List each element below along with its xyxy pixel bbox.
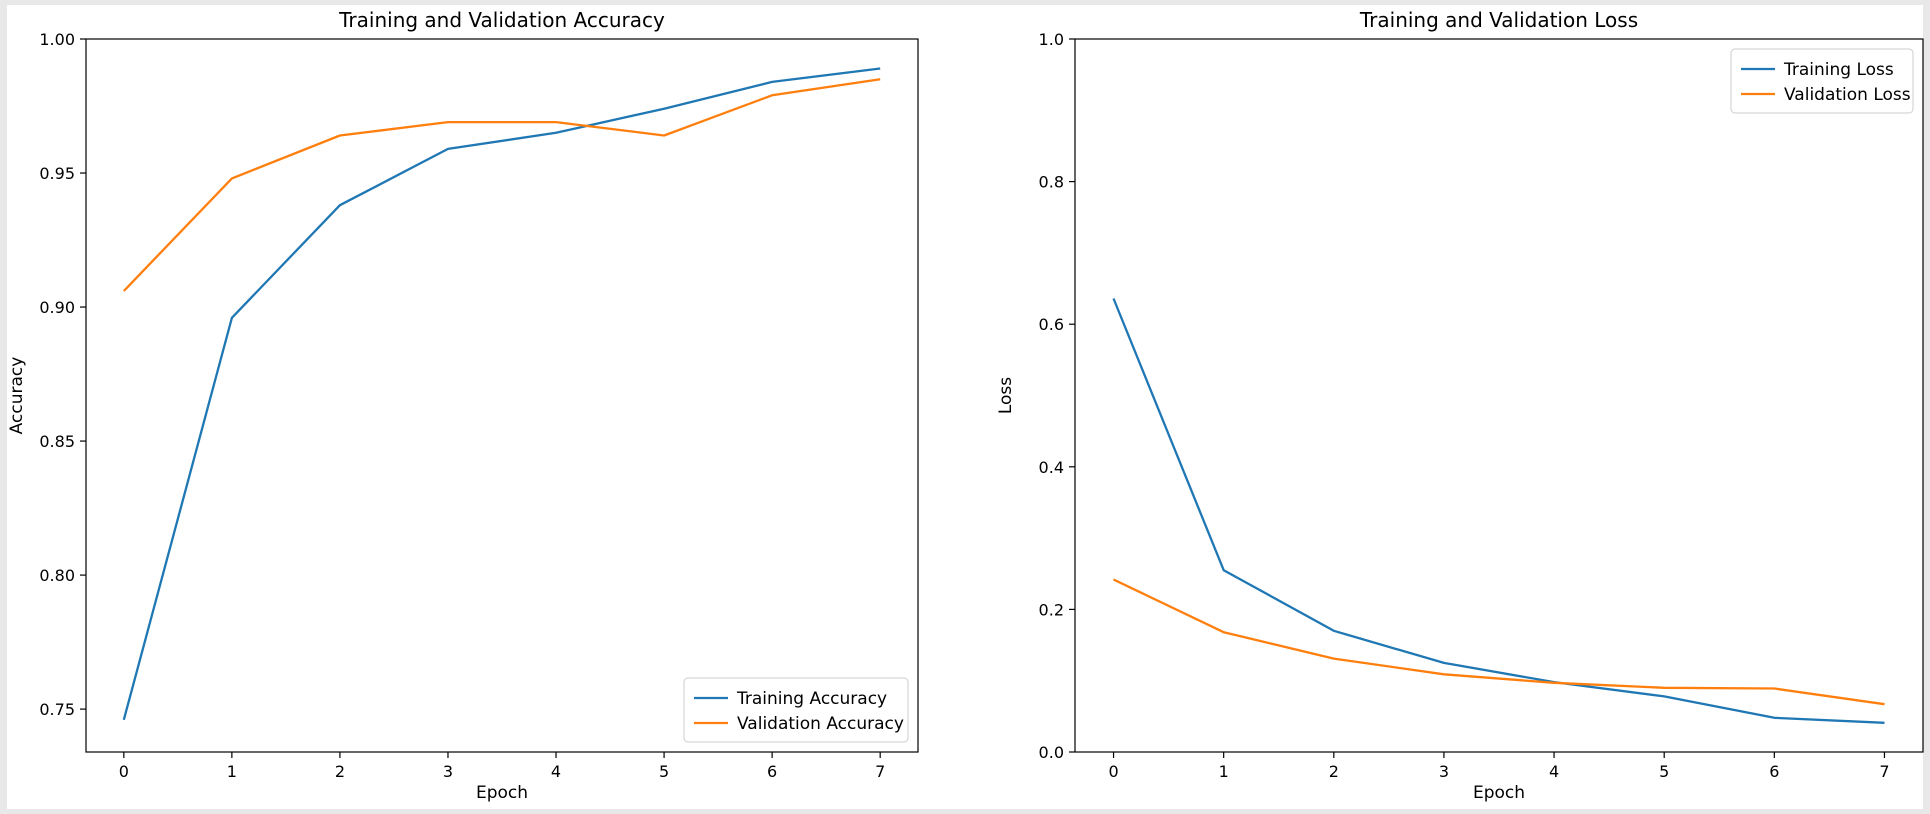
chart-2-ylabel: Loss xyxy=(996,377,1016,414)
chart-2-ytick-label: 0.4 xyxy=(1039,458,1064,477)
chart-1-ytick-label: 0.80 xyxy=(39,566,75,585)
chart-2-xlabel: Epoch xyxy=(1473,783,1525,803)
chart-2-series-training-line xyxy=(1112,298,1885,724)
chart-2-xtick-label: 5 xyxy=(1659,762,1669,781)
chart-1-ytick-label: 0.90 xyxy=(39,298,75,317)
chart-1-xtick-label: 6 xyxy=(767,762,777,781)
chart-1-series-training-line xyxy=(122,67,881,721)
chart-1-series-validation-line xyxy=(122,78,881,292)
chart-2-title: Training and Validation Loss xyxy=(1359,8,1638,32)
chart-2-xtick-label: 3 xyxy=(1439,762,1449,781)
chart-2-xtick-label: 1 xyxy=(1219,762,1229,781)
chart-2-legend-label-training: Training Loss xyxy=(1783,60,1894,80)
chart-2-legend: Training Loss Validation Loss xyxy=(1730,48,1914,114)
chart-1-xtick-label: 0 xyxy=(119,762,129,781)
chart-1-xtick-label: 1 xyxy=(227,762,237,781)
chart-1-legend-box xyxy=(683,677,909,743)
chart-1-xtick-label: 5 xyxy=(659,762,669,781)
chart-2-ytick-label: 0.6 xyxy=(1039,315,1064,334)
chart-2-ytick-label: 0.2 xyxy=(1039,600,1064,619)
chart-1-xtick-label: 4 xyxy=(551,762,561,781)
chart-2-xtick-label: 6 xyxy=(1769,762,1779,781)
chart-1-xtick-label: 7 xyxy=(875,762,885,781)
chart-2-xtick-label: 0 xyxy=(1108,762,1118,781)
chart-1-title: Training and Validation Accuracy xyxy=(338,8,665,32)
chart-1-xtick-label: 3 xyxy=(443,762,453,781)
chart-1-ytick-label: 0.85 xyxy=(39,432,75,451)
chart-1-ylabel: Accuracy xyxy=(7,357,27,435)
figure-canvas xyxy=(7,5,1923,809)
chart-1-axes-frame xyxy=(85,38,919,753)
chart-1-xtick-label: 2 xyxy=(335,762,345,781)
chart-2-ytick-label: 0.8 xyxy=(1039,173,1064,192)
chart-2-xtick-label: 4 xyxy=(1549,762,1559,781)
chart-1-xlabel: Epoch xyxy=(476,783,528,803)
chart-2-series-validation-line xyxy=(1113,578,1885,706)
chart-2-ytick-label: 1.0 xyxy=(1039,30,1064,49)
chart-2-legend-label-validation: Validation Loss xyxy=(1784,85,1911,105)
chart-1-legend: Training Accuracy Validation Accuracy xyxy=(683,677,909,743)
chart-2-xtick-label: 2 xyxy=(1329,762,1339,781)
chart-1: Training and Validation Accuracy 0 1 2 3 4 5 6 7… xyxy=(7,8,919,803)
chart-1-ytick-label: 0.75 xyxy=(39,700,75,719)
chart-1-legend-label-validation: Validation Accuracy xyxy=(737,714,904,734)
chart-1-ytick-label: 0.95 xyxy=(39,164,75,183)
chart-1-ytick-label: 1.00 xyxy=(39,30,75,49)
chart-2-axes-frame xyxy=(1074,38,1924,753)
chart-2-xtick-label: 7 xyxy=(1879,762,1889,781)
chart-1-legend-label-training: Training Accuracy xyxy=(736,689,887,709)
chart-2-legend-box xyxy=(1730,48,1914,114)
chart-2-ytick-label: 0.0 xyxy=(1039,743,1064,762)
chart-2: Training and Validation Loss 0 1 2 3 4 5 6 7 0.0 0… xyxy=(996,8,1924,803)
